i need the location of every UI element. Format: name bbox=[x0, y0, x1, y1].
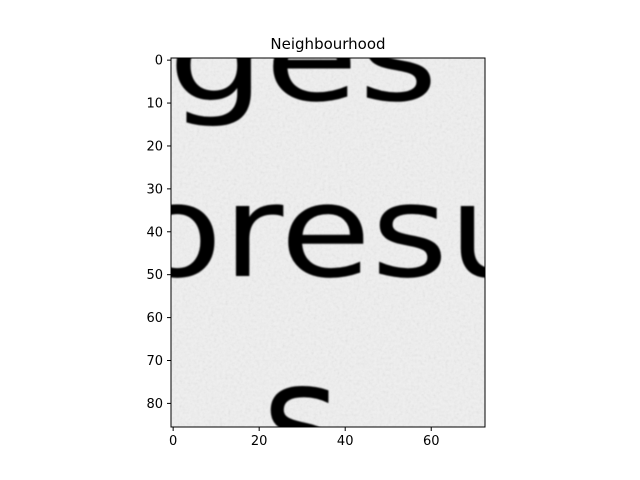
y-tick-label: 60 bbox=[146, 311, 163, 326]
x-axis: 0 20 40 60 bbox=[169, 427, 440, 449]
y-tick-label: 10 bbox=[146, 97, 163, 112]
text-fragment: s bbox=[262, 332, 340, 480]
y-tick-label: 70 bbox=[146, 354, 163, 369]
y-axis: 0 10 20 30 40 50 60 70 80 bbox=[146, 54, 171, 412]
chart-title: Neighbourhood bbox=[270, 35, 385, 53]
text-fragment: oresu bbox=[132, 158, 542, 307]
y-tick-label: 50 bbox=[146, 268, 163, 283]
x-tick-label: 40 bbox=[337, 434, 354, 449]
x-tick-label: 0 bbox=[169, 434, 177, 449]
y-tick-label: 0 bbox=[155, 54, 163, 69]
x-tick-label: 60 bbox=[423, 434, 440, 449]
paper-texture bbox=[171, 58, 485, 427]
image-plot-area: ges oresu s bbox=[132, 0, 542, 480]
text-fragment: ges bbox=[168, 0, 438, 130]
y-tick-label: 20 bbox=[146, 139, 163, 154]
y-tick-label: 80 bbox=[146, 397, 163, 412]
y-tick-label: 30 bbox=[146, 182, 163, 197]
plot-frame bbox=[170, 57, 486, 428]
y-tick-label: 40 bbox=[146, 225, 163, 240]
x-tick-label: 20 bbox=[251, 434, 268, 449]
